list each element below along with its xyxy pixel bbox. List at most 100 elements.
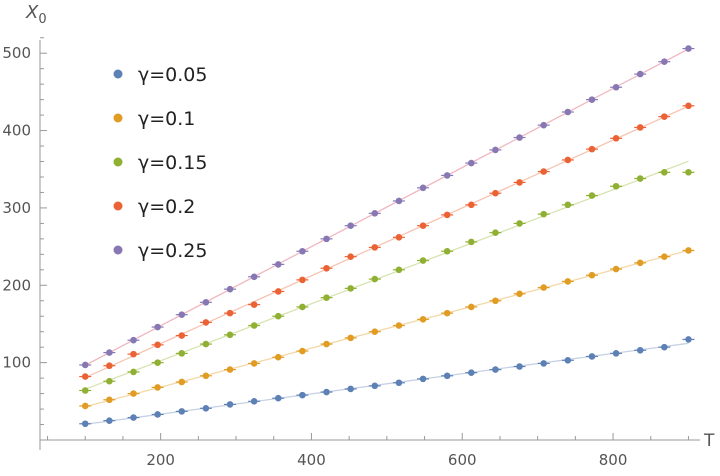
data-point xyxy=(540,360,547,367)
data-point xyxy=(636,175,644,182)
y-tick-label: 100 xyxy=(2,354,31,372)
data-point xyxy=(106,349,113,356)
data-point xyxy=(516,290,523,298)
data-point xyxy=(588,96,596,103)
data-point xyxy=(154,341,161,349)
data-point xyxy=(274,288,282,295)
data-point xyxy=(468,159,475,167)
data-point xyxy=(612,265,620,273)
y-tick-label: 500 xyxy=(2,44,31,62)
data-point xyxy=(685,45,692,52)
data-point xyxy=(492,189,499,197)
y-tick-label: 200 xyxy=(2,276,31,294)
data-point xyxy=(250,360,258,367)
data-point xyxy=(299,303,306,311)
fit-line xyxy=(85,160,689,390)
fit-line xyxy=(84,105,689,379)
data-point xyxy=(347,253,354,260)
data-point xyxy=(516,220,523,227)
data-point xyxy=(106,396,113,404)
data-point xyxy=(419,375,427,383)
data-point xyxy=(492,229,499,236)
data-point xyxy=(106,377,113,385)
data-point xyxy=(202,299,210,306)
data-point xyxy=(178,332,186,339)
data-point xyxy=(636,259,644,267)
data-point xyxy=(226,309,234,317)
data-point xyxy=(299,276,306,284)
data-point xyxy=(371,210,379,217)
data-point xyxy=(468,369,475,376)
data-point xyxy=(250,398,258,405)
data-point xyxy=(250,322,258,329)
data-point xyxy=(323,264,330,272)
data-point xyxy=(685,247,692,254)
data-point xyxy=(443,309,451,317)
fit-line xyxy=(84,48,689,366)
legend-marker xyxy=(113,245,123,255)
data-point xyxy=(685,169,692,176)
data-point xyxy=(202,340,210,348)
data-point xyxy=(564,108,572,116)
data-point xyxy=(443,211,451,219)
data-point xyxy=(492,146,499,154)
data-point xyxy=(636,124,644,131)
data-point xyxy=(516,134,523,141)
data-point xyxy=(178,311,186,318)
data-point xyxy=(636,346,644,354)
data-point xyxy=(468,303,475,311)
data-point xyxy=(178,350,186,357)
data-point xyxy=(492,366,499,373)
data-point xyxy=(347,385,354,393)
data-point xyxy=(130,414,137,421)
data-point xyxy=(274,394,282,402)
data-point xyxy=(274,353,282,361)
data-point xyxy=(226,285,234,293)
data-point xyxy=(564,357,572,364)
legend: γ=0.05 γ=0.1 γ=0.15 γ=0.2 γ=0.25 xyxy=(113,64,207,262)
legend-label: γ=0.15 xyxy=(138,152,207,174)
data-point xyxy=(106,362,113,370)
data-point xyxy=(299,247,306,255)
data-point xyxy=(202,404,210,412)
data-point xyxy=(106,417,113,424)
data-point xyxy=(612,350,620,357)
data-point xyxy=(274,261,282,268)
data-point xyxy=(250,301,258,308)
data-point xyxy=(588,271,596,279)
data-point xyxy=(371,382,379,390)
data-point xyxy=(154,359,161,366)
x-tick-label: 200 xyxy=(146,451,175,469)
data-point xyxy=(588,353,596,360)
data-point xyxy=(371,275,379,283)
data-point xyxy=(564,201,572,209)
x-tick-label: 400 xyxy=(297,451,326,469)
data-point xyxy=(202,319,210,326)
x-tick-label: 600 xyxy=(448,451,477,469)
data-point xyxy=(612,135,620,142)
data-point xyxy=(154,411,161,418)
data-point xyxy=(274,312,282,320)
data-point xyxy=(661,113,668,120)
data-point xyxy=(395,234,403,241)
data-point xyxy=(299,347,306,355)
legend-label: γ=0.05 xyxy=(138,64,207,86)
data-point xyxy=(443,372,451,380)
fit-line xyxy=(85,249,689,408)
data-point xyxy=(81,420,89,428)
data-point xyxy=(540,168,547,175)
data-point xyxy=(636,70,644,78)
data-point xyxy=(347,334,354,342)
data-point xyxy=(395,379,403,387)
legend-marker xyxy=(113,157,123,167)
data-point xyxy=(81,373,89,380)
data-point xyxy=(443,247,451,255)
data-point xyxy=(516,179,523,186)
data-point xyxy=(299,391,306,399)
data-point xyxy=(419,184,427,192)
data-point xyxy=(371,244,379,251)
data-point xyxy=(130,390,137,397)
data-point xyxy=(492,297,499,305)
data-point xyxy=(202,372,210,380)
legend-marker xyxy=(113,113,123,123)
